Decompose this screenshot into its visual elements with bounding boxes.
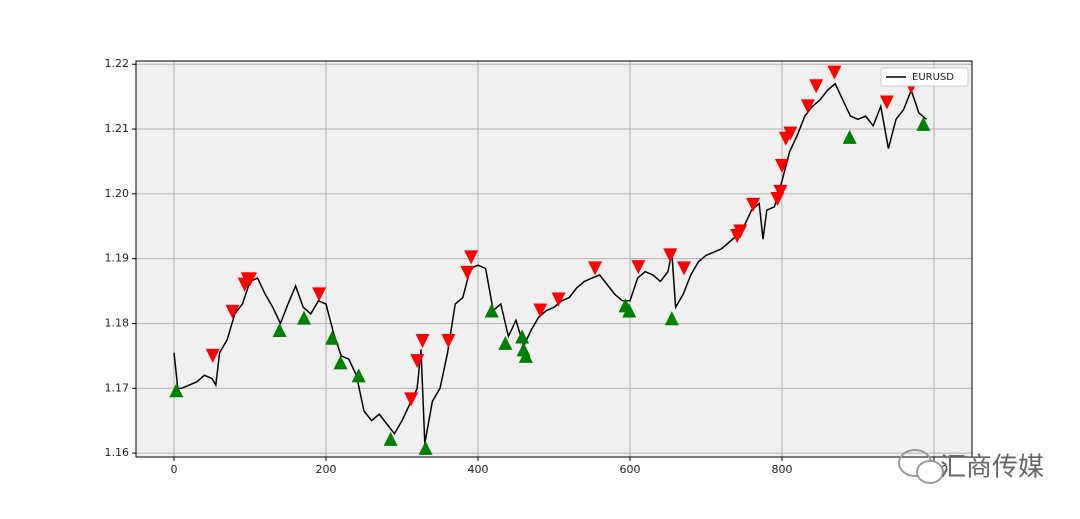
- sell-marker: [773, 184, 788, 199]
- buy-marker: [515, 329, 530, 344]
- buy-marker: [418, 440, 433, 455]
- buy-marker: [664, 311, 679, 326]
- sell-marker: [410, 354, 425, 369]
- buy-marker: [518, 348, 533, 363]
- sell-marker: [809, 79, 824, 94]
- watermark: 汇商传媒: [898, 449, 1044, 484]
- price-line: [173, 82, 927, 444]
- sell-marker: [827, 65, 842, 80]
- y-tick-label: 1.20: [105, 187, 130, 200]
- buy-marker: [169, 383, 184, 398]
- sell-marker: [746, 197, 761, 212]
- sell-marker: [312, 287, 327, 302]
- sell-marker: [733, 224, 748, 239]
- buy-marker: [498, 335, 513, 350]
- sell-marker: [441, 333, 456, 348]
- plot-frame: [135, 60, 973, 458]
- sell-marker: [415, 333, 430, 348]
- buy-marker: [272, 322, 287, 337]
- sell-marker: [631, 260, 646, 275]
- sell-marker: [225, 304, 240, 319]
- watermark-text: 汇商传媒: [940, 453, 1044, 483]
- buy-marker: [333, 355, 348, 370]
- sell-marker: [663, 248, 678, 263]
- legend-box: [880, 67, 969, 87]
- y-tick-label: 1.17: [105, 381, 130, 394]
- sell-marker: [404, 392, 419, 407]
- buy-marker: [842, 129, 857, 144]
- sell-marker: [879, 95, 894, 110]
- sell-marker: [464, 250, 479, 265]
- y-tick-label: 1.21: [105, 122, 130, 135]
- sell-marker: [775, 158, 789, 173]
- x-tick-label: 800: [772, 463, 793, 476]
- y-tick-label: 1.22: [105, 57, 130, 70]
- buy-marker: [383, 431, 398, 446]
- sell-marker: [533, 303, 548, 318]
- buy-marker: [325, 330, 340, 345]
- buy-marker: [351, 368, 366, 383]
- sell-marker: [588, 261, 603, 276]
- y-tick-label: 1.16: [105, 446, 130, 459]
- buy-marker: [916, 116, 931, 131]
- sell-marker: [243, 272, 257, 287]
- sell-marker: [460, 265, 475, 280]
- sell-marker: [783, 126, 798, 141]
- buy-marker: [296, 310, 311, 325]
- sell-marker: [551, 292, 566, 307]
- legend-label: EURUSD: [912, 72, 954, 83]
- sell-marker: [205, 348, 220, 363]
- x-tick-label: 600: [620, 463, 641, 476]
- x-tick-label: 0: [171, 463, 178, 476]
- y-tick-label: 1.19: [105, 252, 130, 265]
- sell-marker: [676, 261, 691, 276]
- buy-marker: [484, 303, 499, 318]
- x-tick-label: 200: [316, 463, 337, 476]
- sell-marker: [800, 99, 815, 114]
- buy-marker: [622, 303, 637, 318]
- x-tick-label: 400: [468, 463, 489, 476]
- y-tick-label: 1.18: [105, 316, 130, 329]
